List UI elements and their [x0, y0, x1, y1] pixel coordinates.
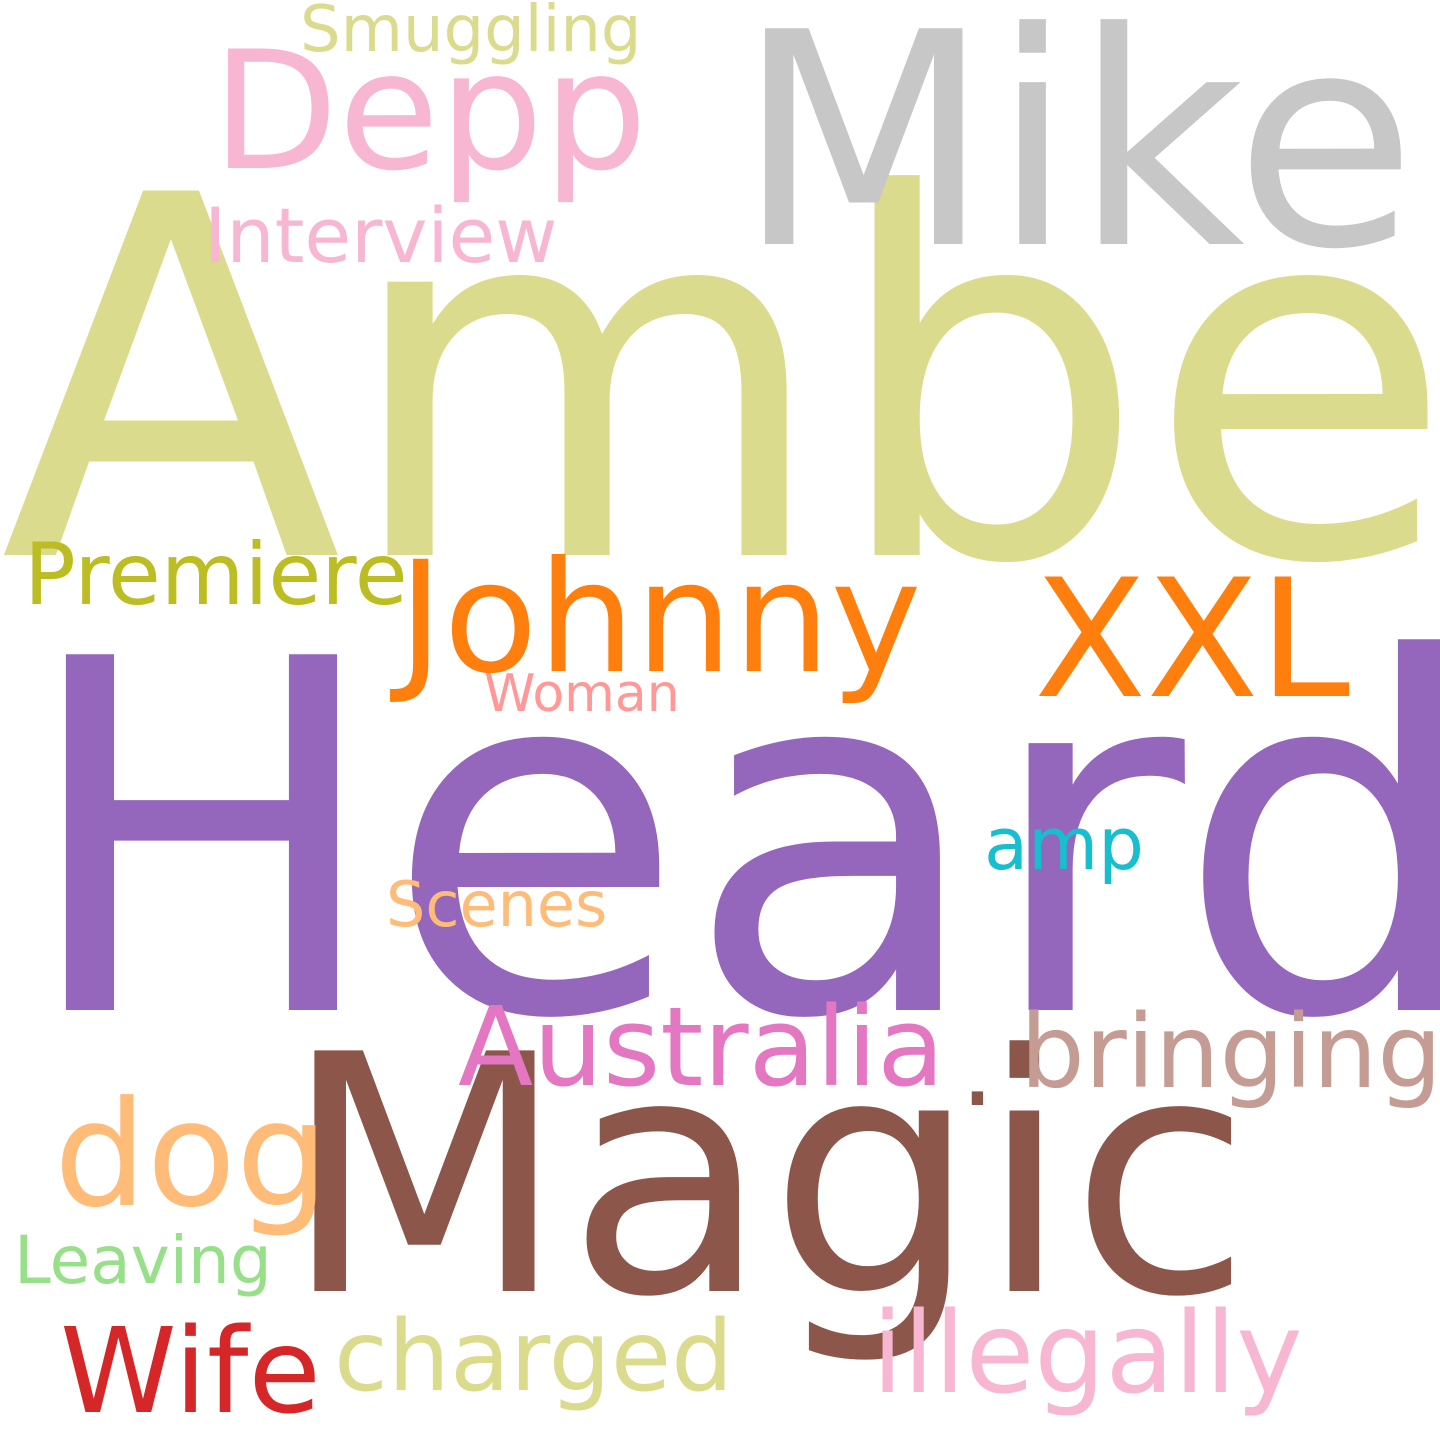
word-bringing: bringing: [1020, 993, 1440, 1112]
word-depp: Depp: [212, 16, 648, 207]
word-dot: .: [960, 1003, 995, 1131]
word-heard: Heard: [18, 558, 1440, 1126]
word-xxl: XXL: [1034, 544, 1351, 735]
word-wife: Wife: [60, 1302, 322, 1440]
word-amber: Amber: [0, 91, 1440, 673]
word-woman: Woman: [484, 664, 680, 724]
word-scenes: Scenes: [386, 868, 608, 941]
word-dog: dog: [54, 1070, 329, 1240]
word-magic: Magic: [282, 985, 1252, 1369]
word-charged: charged: [334, 1300, 734, 1414]
word-johnny: Johnny: [398, 529, 922, 708]
word-illegally: illegally: [872, 1289, 1303, 1419]
word-leaving: Leaving: [14, 1222, 272, 1299]
word-amp: amp: [984, 802, 1144, 886]
word-smuggling: Smuggling: [300, 0, 642, 67]
word-mike: Mike: [736, 0, 1417, 314]
word-premiere: Premiere: [24, 525, 408, 625]
word-australia: Australia: [458, 983, 945, 1111]
word-interview: Interview: [204, 191, 558, 280]
